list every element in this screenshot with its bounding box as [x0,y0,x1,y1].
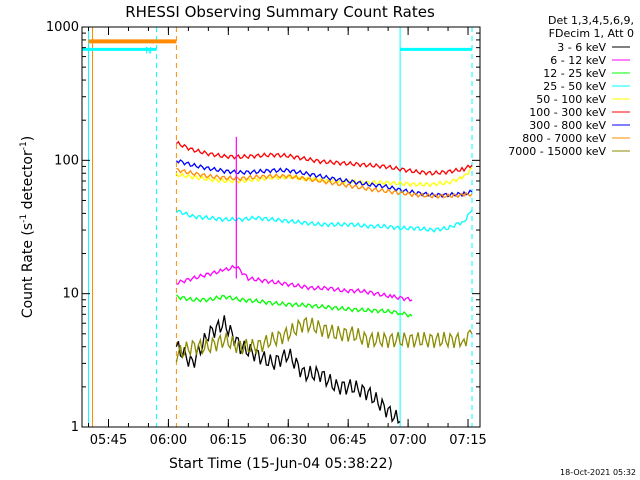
series-line [176,264,413,302]
y-axis-label-part: ) [20,136,36,141]
x-axis: 05:45 06:00 06:15 06:30 06:45 07:00 07:15 [88,27,487,448]
series-line [175,315,401,425]
x-tick-label: 07:00 [389,433,426,448]
y-tick-label: 1 [71,420,79,435]
series-line [175,209,473,233]
y-axis-label: Count Rate (s-1 detector-1) [19,136,36,318]
legend-header-line: Det 1,3,4,5,6,9, [548,14,634,27]
x-tick-label: 06:00 [150,433,187,448]
series-line [175,294,413,318]
y-axis: 1 10 100 1000 [46,20,480,435]
y-axis-label-superscript: -1 [19,214,29,223]
flag-bar-label: N [145,46,152,56]
y-tick-label: 1000 [46,20,79,35]
y-axis-label-part: Count Rate (s [20,223,36,318]
x-tick-label: 06:15 [210,433,247,448]
series-line [175,316,473,363]
legend-label: 300 - 800 keV [529,119,606,132]
y-axis-label-superscript: -1 [19,141,29,150]
legend-label: 12 - 25 keV [543,67,606,80]
chart-title: RHESSI Observing Summary Count Rates [125,3,435,21]
y-tick-label: 100 [54,153,79,168]
x-tick-label: 06:30 [270,433,307,448]
x-tick-label: 05:45 [90,433,127,448]
legend-label: 800 - 7000 keV [522,132,606,145]
legend-label: 7000 - 15000 keV [508,145,606,158]
y-tick-label: 10 [62,287,79,302]
legend-label: 50 - 100 keV [536,93,606,106]
legend-label: 3 - 6 keV [557,41,606,54]
legend-label: 25 - 50 keV [543,80,606,93]
footer-timestamp: 18-Oct-2021 05:32 [560,468,636,477]
x-tick-label: 07:15 [449,433,486,448]
plot-frame [81,26,481,428]
x-axis-label: Start Time (15-Jun-04 05:38:22) [169,456,393,472]
legend-label: 100 - 300 keV [529,106,606,119]
legend-header-line: FDecim 1, Att 0 [549,27,634,40]
y-axis-label-part: detector [20,150,36,214]
legend: Det 1,3,4,5,6,9, FDecim 1, Att 0 3 - 6 k… [508,14,634,158]
x-tick-label: 06:45 [329,433,366,448]
series-line [175,140,473,176]
plot-marks: N [82,27,473,427]
series-line [176,167,473,200]
legend-label: 6 - 12 keV [550,54,606,67]
